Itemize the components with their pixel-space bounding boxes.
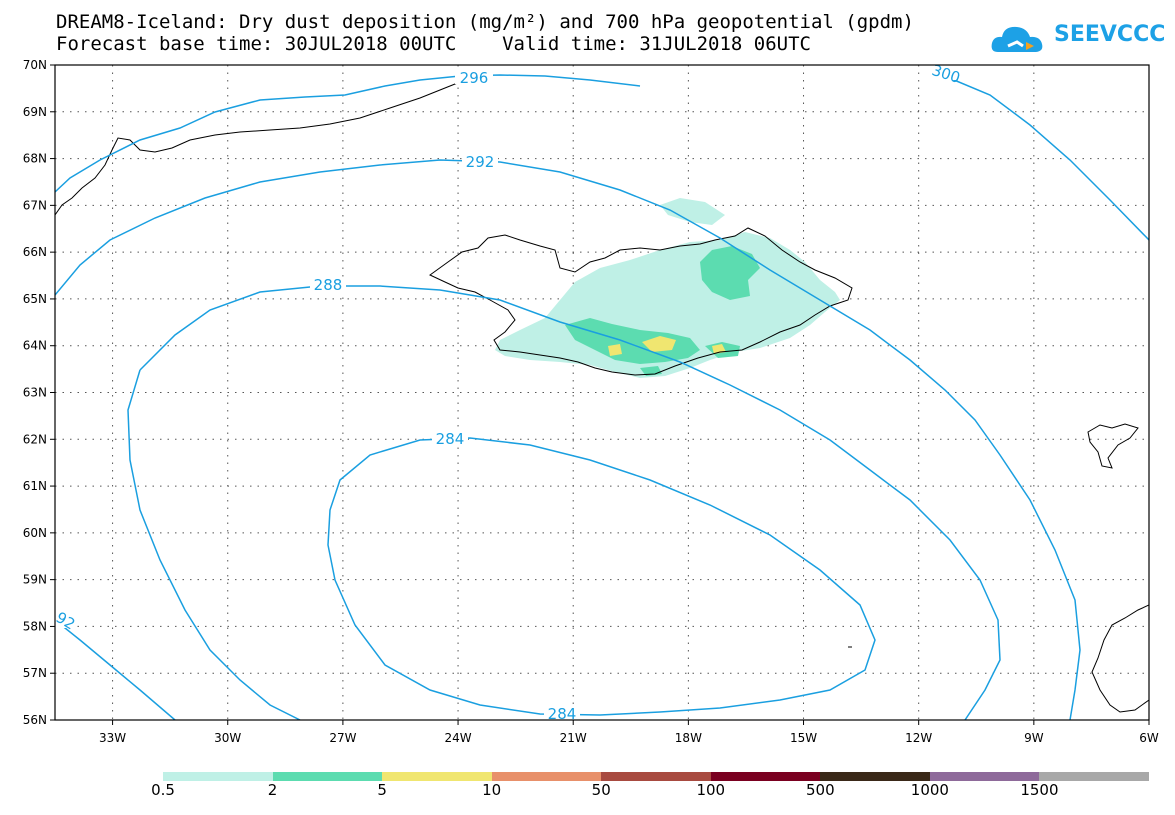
lat-tick-label: 59N	[23, 573, 47, 587]
geopotential-contours	[55, 71, 1149, 720]
scotland-coast	[1091, 604, 1149, 713]
colorbar-label: 100	[696, 781, 726, 799]
plot-frame	[54, 64, 1150, 721]
contour-284	[327, 437, 876, 716]
longitude-labels: 33W 30W 27W 24W 21W 18W 15W 12W 9W 6W	[99, 720, 1159, 745]
seevccc-logo	[991, 26, 1043, 52]
lat-tick-label: 69N	[23, 105, 47, 119]
contour-288	[139, 285, 1001, 720]
colorbar-label: 500	[806, 781, 835, 799]
colorbar-label: 1000	[910, 781, 949, 799]
lat-tick-label: 65N	[23, 292, 47, 306]
contour-label-296: 296	[460, 69, 489, 87]
colorbar-label: 5	[377, 781, 387, 799]
graticule	[55, 65, 1149, 720]
lon-tick-label: 18W	[675, 731, 702, 745]
greenland-coast	[55, 77, 471, 216]
lon-tick-label: 6W	[1139, 731, 1159, 745]
lat-tick-label: 68N	[23, 152, 47, 166]
lat-tick-label: 70N	[23, 58, 47, 72]
lat-tick-label: 61N	[23, 479, 47, 493]
dust-low-patch-north	[660, 198, 725, 225]
colorbar-label: 50	[591, 781, 611, 799]
lat-tick-label: 63N	[23, 386, 47, 400]
lat-tick-label: 62N	[23, 432, 47, 446]
colorbar-swatch	[710, 772, 821, 781]
contour-label-284-bottom: 284	[548, 705, 577, 723]
dust-deposition-field	[495, 198, 840, 378]
iceland-coast	[429, 227, 853, 376]
latitude-labels: 70N 69N 68N 67N 66N 65N 64N 63N 62N 61N 60N 59N 58N 5…	[23, 58, 55, 727]
colorbar-swatch	[272, 772, 383, 781]
contour-label-292: 292	[466, 153, 495, 171]
contour-label-292-partial: 92	[53, 608, 79, 633]
colorbar-swatch	[601, 772, 712, 781]
lon-tick-label: 30W	[214, 731, 241, 745]
map-title: DREAM8-Iceland: Dry dust deposition (mg/…	[56, 11, 914, 33]
colorbar-swatch	[491, 772, 602, 781]
lat-tick-label: 67N	[23, 198, 47, 212]
lat-tick-label: 58N	[23, 619, 47, 633]
lat-tick-label: 66N	[23, 245, 47, 259]
lat-tick-label: 64N	[23, 339, 47, 353]
colorbar-label: 2	[267, 781, 278, 799]
contour-300	[934, 71, 1149, 241]
colorbar-swatch	[820, 772, 931, 781]
contour-labels: 296 300 292 288 284 284 92	[53, 61, 964, 723]
colorbar-swatch	[382, 772, 493, 781]
colorbar-label: 0.5	[151, 781, 175, 799]
lon-tick-label: 9W	[1024, 731, 1044, 745]
logo-text: SEEVCCC	[1054, 22, 1166, 47]
contour-label-288: 288	[314, 276, 343, 294]
colorbar-swatch	[163, 772, 273, 781]
colorbar-swatch	[1039, 772, 1150, 781]
faroe-islands	[1087, 423, 1139, 469]
lat-tick-label: 57N	[23, 666, 47, 680]
lon-tick-label: 15W	[790, 731, 817, 745]
lat-tick-label: 60N	[23, 526, 47, 540]
lat-tick-label: 56N	[23, 713, 47, 727]
coastlines	[55, 77, 1149, 713]
lon-tick-label: 21W	[560, 731, 587, 745]
colorbar-label: 1500	[1020, 781, 1059, 799]
contour-label-284: 284	[436, 430, 465, 448]
dust-medium-region	[565, 318, 700, 364]
dust-high-region	[608, 344, 622, 356]
contour-288-lower	[127, 369, 301, 720]
map-subtitle: Forecast base time: 30JUL2018 00UTC Vali…	[56, 33, 811, 55]
contour-292-lower	[55, 619, 176, 720]
dust-high-region	[642, 336, 676, 352]
contour-292	[55, 159, 1081, 720]
colorbar-swatch	[929, 772, 1040, 781]
dust-medium-region	[700, 246, 760, 300]
lon-tick-label: 12W	[905, 731, 932, 745]
lon-tick-label: 33W	[99, 731, 126, 745]
contour-296	[55, 74, 641, 193]
colorbar-label: 10	[482, 781, 502, 799]
lon-tick-label: 27W	[329, 731, 356, 745]
lon-tick-label: 24W	[444, 731, 471, 745]
